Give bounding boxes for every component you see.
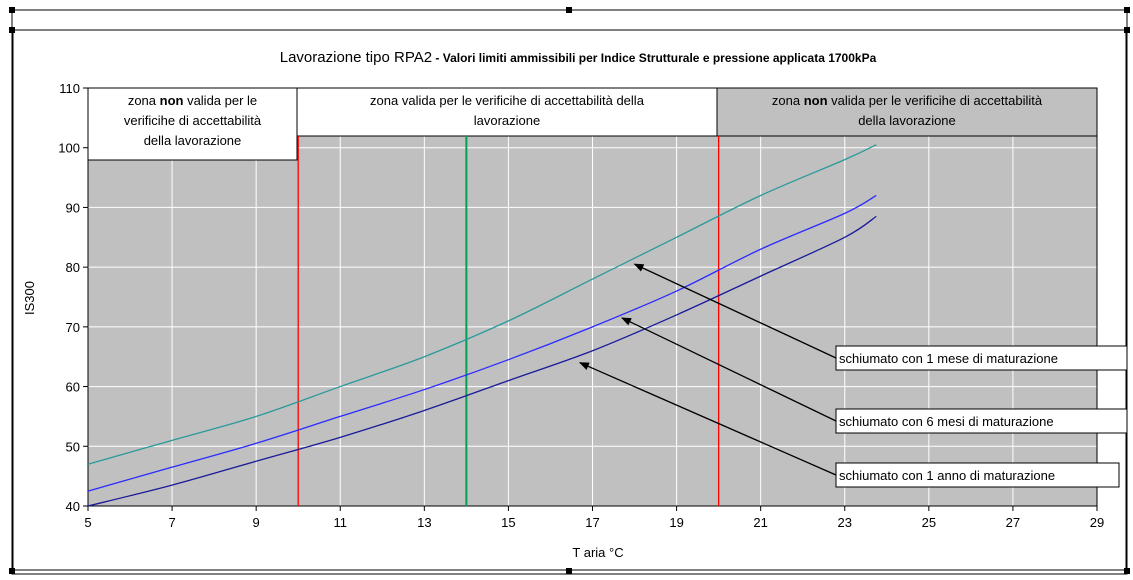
x-tick-label: 5 [84,515,91,530]
zone-text-line: lavorazione [474,113,541,128]
annotation-2: schiumato con 6 mesi di maturazione [621,317,1128,434]
x-tick-label: 25 [922,515,936,530]
resize-handle-left-top[interactable] [9,27,15,33]
x-tick-label: 15 [501,515,515,530]
resize-handle-bottom-left[interactable] [9,568,15,574]
zone-box-frame [87,87,298,161]
zone-box-1: zona non valida per le verificihe di acce… [87,87,298,161]
annotation-box [835,462,1120,488]
y-axis-title: IS300 [22,281,37,315]
y-tick-label: 50 [66,439,80,454]
y-tick-label: 80 [66,260,80,275]
x-tick-label: 29 [1090,515,1104,530]
annotation-1: schiumato con 1 mese di maturazione [633,263,1128,371]
resize-handle-top-left[interactable] [9,7,15,13]
x-axis-title: T aria °C [572,545,623,560]
x-tick-label: 23 [838,515,852,530]
annotation-3: schiumato con 1 anno di maturazione [578,362,1120,488]
resize-handle-right-top[interactable] [1124,27,1130,33]
zone-text-line: zona non valida per le verificihe di acc… [772,93,1043,108]
zone-text-line: zona non valida per le [128,93,257,108]
resize-handle-top[interactable] [566,7,572,13]
annotation-text: schiumato con 1 anno di maturazione [839,468,1055,483]
zone-text-line: della lavorazione [858,113,956,128]
chart-title-sub: - Valori limiti ammissibili per Indice S… [432,51,876,65]
x-tick-label: 13 [417,515,431,530]
series-line-1 [87,144,877,465]
y-tick-label: 110 [59,81,80,96]
x-tick-label: 7 [168,515,175,530]
x-tick-label: 21 [753,515,767,530]
annotation-text: schiumato con 1 mese di maturazione [839,351,1058,366]
annotation-arrow [578,362,837,476]
zone-box-frame [716,87,1098,137]
y-tick-label: 70 [66,320,80,335]
y-tick-label: 40 [66,499,80,514]
annotation-text: schiumato con 6 mesi di maturazione [839,414,1054,429]
y-tick-label: 100 [58,141,80,156]
series-line-3 [87,215,877,507]
chart-title-main: Lavorazione tipo RPA2 [280,49,432,66]
x-tick-label: 11 [334,515,348,530]
plot-area: zona non valida per le verificihe di acce… [58,81,1128,530]
zone-box-3: zona non valida per le verificihe di acc… [716,87,1098,137]
y-tick-label: 90 [66,200,80,215]
chart-title: Lavorazione tipo RPA2 - Valori limiti am… [280,49,877,66]
x-tick-label: 9 [253,515,260,530]
zone-text-line: verificihe di accettabilità [124,113,262,128]
annotation-box [835,345,1128,371]
annotation-arrow [621,317,837,422]
x-tick-label: 17 [585,515,599,530]
series-line-2 [87,194,877,492]
zone-text-line: della lavorazione [144,133,242,148]
annotation-arrow [633,263,837,359]
zone-text-line: zona valida per le verificihe di accetta… [370,93,645,108]
axes: 5 7 9 11 13 15 17 19 21 23 25 27 29 40 50 60 70 80 90 100 11… [58,81,1104,530]
x-tick-label: 19 [669,515,683,530]
annotation-box [835,408,1128,434]
y-tick-label: 60 [66,380,80,395]
resize-handle-bottom-right[interactable] [1124,568,1130,574]
zone-box-2: zona valida per le verificihe di accetta… [296,87,718,137]
resize-handle-top-right[interactable] [1124,7,1130,13]
resize-handle-bottom[interactable] [566,568,572,574]
x-tick-label: 27 [1006,515,1020,530]
